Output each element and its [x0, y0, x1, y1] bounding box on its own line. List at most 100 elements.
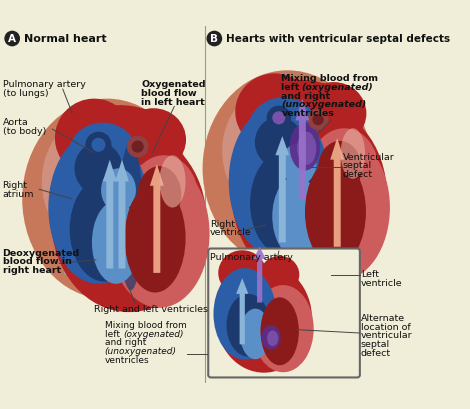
- Ellipse shape: [248, 97, 318, 161]
- Ellipse shape: [301, 82, 367, 145]
- Ellipse shape: [272, 111, 285, 124]
- Ellipse shape: [290, 123, 320, 171]
- Text: left: left: [282, 83, 303, 92]
- Ellipse shape: [255, 117, 303, 167]
- Text: right heart: right heart: [3, 266, 61, 275]
- Text: defect: defect: [343, 170, 373, 179]
- Ellipse shape: [22, 99, 192, 299]
- Polygon shape: [115, 160, 129, 269]
- Polygon shape: [150, 164, 164, 273]
- Ellipse shape: [121, 108, 186, 171]
- Ellipse shape: [159, 155, 186, 207]
- Text: septal: septal: [361, 340, 390, 349]
- Text: Pulmonary artery: Pulmonary artery: [3, 80, 86, 89]
- Polygon shape: [92, 120, 111, 183]
- Text: blood flow in: blood flow in: [3, 257, 71, 266]
- Ellipse shape: [253, 285, 313, 372]
- Text: Mixing blood from: Mixing blood from: [104, 321, 186, 330]
- Text: defect: defect: [361, 349, 391, 358]
- Polygon shape: [64, 227, 87, 274]
- Polygon shape: [330, 138, 344, 247]
- Ellipse shape: [203, 70, 373, 266]
- Ellipse shape: [132, 140, 144, 153]
- Circle shape: [206, 31, 222, 46]
- Ellipse shape: [118, 142, 143, 290]
- Ellipse shape: [240, 309, 271, 359]
- Text: (oxygenated): (oxygenated): [301, 83, 373, 92]
- Ellipse shape: [68, 123, 138, 188]
- Ellipse shape: [125, 184, 186, 292]
- Ellipse shape: [260, 256, 299, 293]
- Polygon shape: [298, 86, 310, 140]
- Ellipse shape: [232, 103, 387, 286]
- Polygon shape: [275, 136, 289, 243]
- Text: Oxygenated: Oxygenated: [141, 80, 206, 89]
- Text: and right: and right: [104, 338, 146, 347]
- Ellipse shape: [55, 99, 133, 177]
- Ellipse shape: [272, 176, 320, 257]
- Ellipse shape: [138, 166, 181, 223]
- Ellipse shape: [307, 109, 329, 130]
- Text: (unoxygenated): (unoxygenated): [104, 347, 177, 356]
- Ellipse shape: [309, 128, 379, 213]
- Ellipse shape: [318, 141, 361, 196]
- Text: B: B: [211, 34, 219, 43]
- Text: Right: Right: [3, 182, 28, 191]
- Ellipse shape: [250, 151, 320, 256]
- Text: Hearts with ventricular septal defects: Hearts with ventricular septal defects: [226, 34, 450, 44]
- Circle shape: [4, 31, 20, 46]
- Ellipse shape: [282, 143, 316, 185]
- Polygon shape: [268, 74, 289, 193]
- Ellipse shape: [218, 250, 266, 296]
- Text: (oxygenated): (oxygenated): [124, 330, 184, 339]
- Text: left: left: [104, 330, 122, 339]
- Ellipse shape: [216, 264, 312, 373]
- Ellipse shape: [290, 135, 390, 281]
- Ellipse shape: [222, 88, 327, 214]
- Text: A: A: [8, 34, 16, 43]
- Ellipse shape: [244, 80, 357, 161]
- Ellipse shape: [305, 158, 366, 265]
- Text: and right: and right: [282, 92, 334, 101]
- Ellipse shape: [86, 132, 111, 158]
- Ellipse shape: [75, 142, 122, 195]
- Ellipse shape: [70, 177, 140, 282]
- Polygon shape: [96, 122, 108, 178]
- Text: ventricle: ventricle: [210, 229, 251, 238]
- Ellipse shape: [63, 105, 177, 188]
- Ellipse shape: [341, 128, 365, 179]
- Text: Alternate: Alternate: [361, 314, 405, 323]
- FancyBboxPatch shape: [208, 249, 360, 378]
- Polygon shape: [70, 109, 83, 225]
- Text: Pulmonary artery: Pulmonary artery: [210, 253, 293, 262]
- Ellipse shape: [266, 106, 291, 130]
- Polygon shape: [295, 84, 313, 144]
- Text: (unoxygenated): (unoxygenated): [282, 100, 367, 109]
- Text: Normal heart: Normal heart: [24, 34, 106, 44]
- Polygon shape: [66, 109, 87, 236]
- Ellipse shape: [92, 138, 105, 152]
- Text: Right and left ventricles: Right and left ventricles: [94, 305, 208, 314]
- Text: atrium: atrium: [3, 190, 34, 199]
- Ellipse shape: [92, 201, 140, 284]
- Polygon shape: [272, 76, 285, 186]
- Ellipse shape: [267, 330, 278, 346]
- Text: (to lungs): (to lungs): [3, 89, 48, 98]
- Polygon shape: [295, 99, 309, 199]
- Ellipse shape: [127, 136, 149, 157]
- Text: Deoxygenated: Deoxygenated: [3, 249, 80, 258]
- Text: location of: location of: [361, 323, 410, 332]
- Ellipse shape: [110, 160, 210, 308]
- Text: (to body): (to body): [3, 126, 46, 135]
- Ellipse shape: [313, 114, 324, 125]
- Ellipse shape: [51, 129, 206, 312]
- Ellipse shape: [260, 297, 299, 365]
- Ellipse shape: [101, 169, 136, 212]
- Ellipse shape: [261, 325, 281, 350]
- Text: Left: Left: [361, 270, 379, 279]
- Ellipse shape: [229, 105, 329, 258]
- Polygon shape: [253, 247, 266, 303]
- Ellipse shape: [129, 155, 199, 243]
- Text: in left heart: in left heart: [141, 98, 205, 107]
- Ellipse shape: [213, 268, 276, 360]
